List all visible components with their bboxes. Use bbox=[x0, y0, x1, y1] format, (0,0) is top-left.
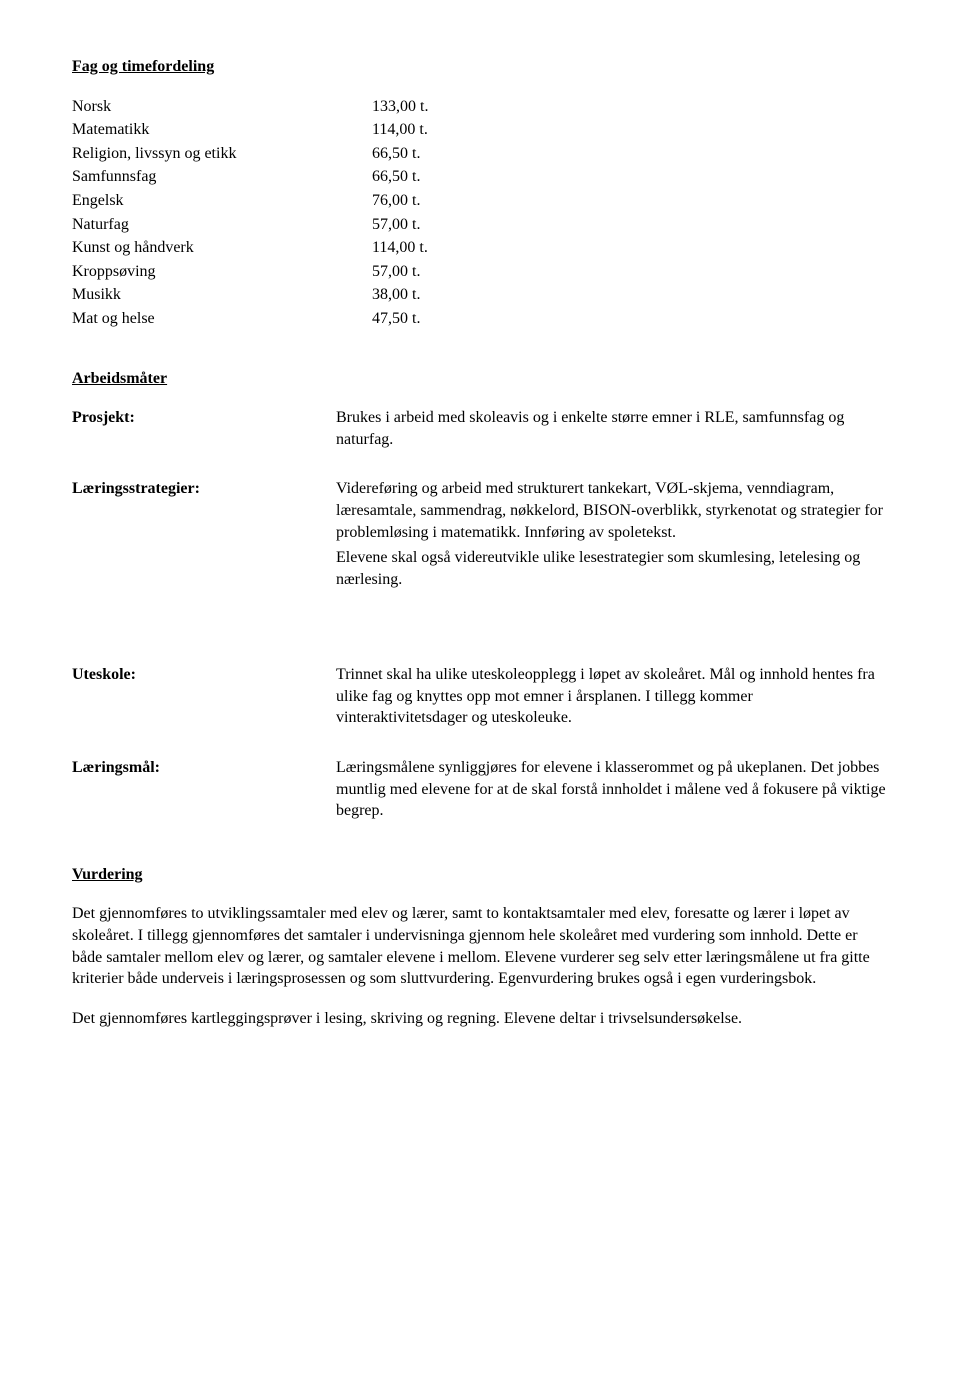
hours-cell: 76,00 t. bbox=[372, 190, 888, 212]
prosjekt-label: Prosjekt: bbox=[72, 407, 312, 454]
prosjekt-text: Brukes i arbeid med skoleavis og i enkel… bbox=[336, 407, 888, 454]
laeringsstrategier-paragraph-1: Videreføring og arbeid med strukturert t… bbox=[336, 478, 888, 543]
laeringsstrategier-label: Læringsstrategier: bbox=[72, 478, 312, 594]
arbeidsmater-definitions: Prosjekt: Brukes i arbeid med skoleavis … bbox=[72, 407, 888, 826]
arbeidsmater-title: Arbeidsmåter bbox=[72, 368, 888, 390]
vurdering-paragraph-2: Det gjennomføres kartleggingsprøver i le… bbox=[72, 1008, 888, 1030]
fag-title: Fag og timefordeling bbox=[72, 56, 888, 78]
hours-cell: 57,00 t. bbox=[372, 214, 888, 236]
hours-cell: 114,00 t. bbox=[372, 237, 888, 259]
hours-cell: 66,50 t. bbox=[372, 166, 888, 188]
uteskole-text: Trinnet skal ha ulike uteskoleopplegg i … bbox=[336, 664, 888, 733]
subject-cell: Kroppsøving bbox=[72, 261, 372, 283]
hours-cell: 66,50 t. bbox=[372, 143, 888, 165]
spacer bbox=[72, 618, 312, 640]
subject-cell: Engelsk bbox=[72, 190, 372, 212]
hours-cell: 133,00 t. bbox=[372, 96, 888, 118]
subject-cell: Samfunnsfag bbox=[72, 166, 372, 188]
vurdering-paragraph-1: Det gjennomføres to utviklingssamtaler m… bbox=[72, 903, 888, 989]
hours-cell: 57,00 t. bbox=[372, 261, 888, 283]
subject-cell: Naturfag bbox=[72, 214, 372, 236]
laeringsmal-text: Læringsmålene synliggjøres for elevene i… bbox=[336, 757, 888, 826]
vurdering-title: Vurdering bbox=[72, 864, 888, 886]
laeringsstrategier-text: Videreføring og arbeid med strukturert t… bbox=[336, 478, 888, 594]
prosjekt-paragraph: Brukes i arbeid med skoleavis og i enkel… bbox=[336, 407, 888, 450]
subject-cell: Norsk bbox=[72, 96, 372, 118]
subject-cell: Mat og helse bbox=[72, 308, 372, 330]
subject-cell: Kunst og håndverk bbox=[72, 237, 372, 259]
subject-cell: Matematikk bbox=[72, 119, 372, 141]
hours-cell: 47,50 t. bbox=[372, 308, 888, 330]
subject-cell: Musikk bbox=[72, 284, 372, 306]
spacer bbox=[336, 618, 888, 640]
uteskole-label: Uteskole: bbox=[72, 664, 312, 733]
laeringsmal-label: Læringsmål: bbox=[72, 757, 312, 826]
laeringsstrategier-paragraph-2: Elevene skal også videreutvikle ulike le… bbox=[336, 547, 888, 590]
uteskole-paragraph: Trinnet skal ha ulike uteskoleopplegg i … bbox=[336, 664, 888, 729]
hours-cell: 38,00 t. bbox=[372, 284, 888, 306]
fag-table: Norsk 133,00 t. Matematikk 114,00 t. Rel… bbox=[72, 96, 888, 330]
laeringsmal-paragraph: Læringsmålene synliggjøres for elevene i… bbox=[336, 757, 888, 822]
subject-cell: Religion, livssyn og etikk bbox=[72, 143, 372, 165]
hours-cell: 114,00 t. bbox=[372, 119, 888, 141]
